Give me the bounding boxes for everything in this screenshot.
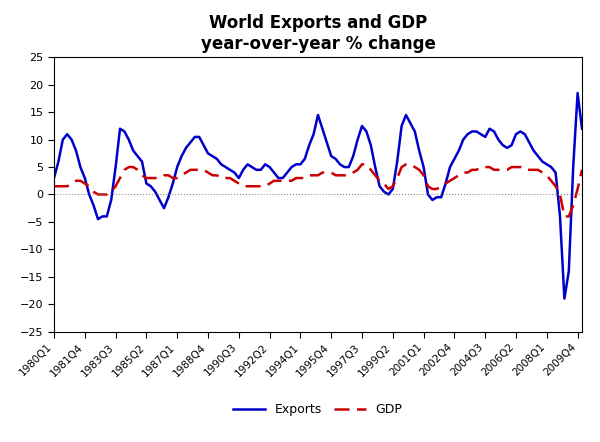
Exports (561, 296, 568, 301)
Exports (103, 214, 110, 219)
GDP (50, 183, 58, 189)
GDP (173, 175, 181, 181)
Exports (275, 175, 282, 181)
Line: GDP: GDP (54, 164, 582, 217)
GDP (385, 187, 392, 192)
Title: World Exports and GDP
year-over-year % change: World Exports and GDP year-over-year % c… (200, 14, 436, 53)
GDP (358, 162, 365, 167)
Exports (407, 121, 414, 126)
Legend: Exports, GDP: Exports, GDP (229, 398, 407, 421)
GDP (411, 164, 418, 170)
Exports (574, 91, 581, 96)
Exports (173, 164, 181, 170)
GDP (103, 192, 110, 197)
Exports (50, 175, 58, 181)
Line: Exports: Exports (54, 93, 582, 299)
GDP (578, 167, 586, 172)
GDP (548, 178, 555, 183)
Exports (543, 162, 550, 167)
Exports (578, 126, 586, 131)
GDP (275, 178, 282, 183)
Exports (380, 189, 388, 194)
GDP (561, 214, 568, 219)
